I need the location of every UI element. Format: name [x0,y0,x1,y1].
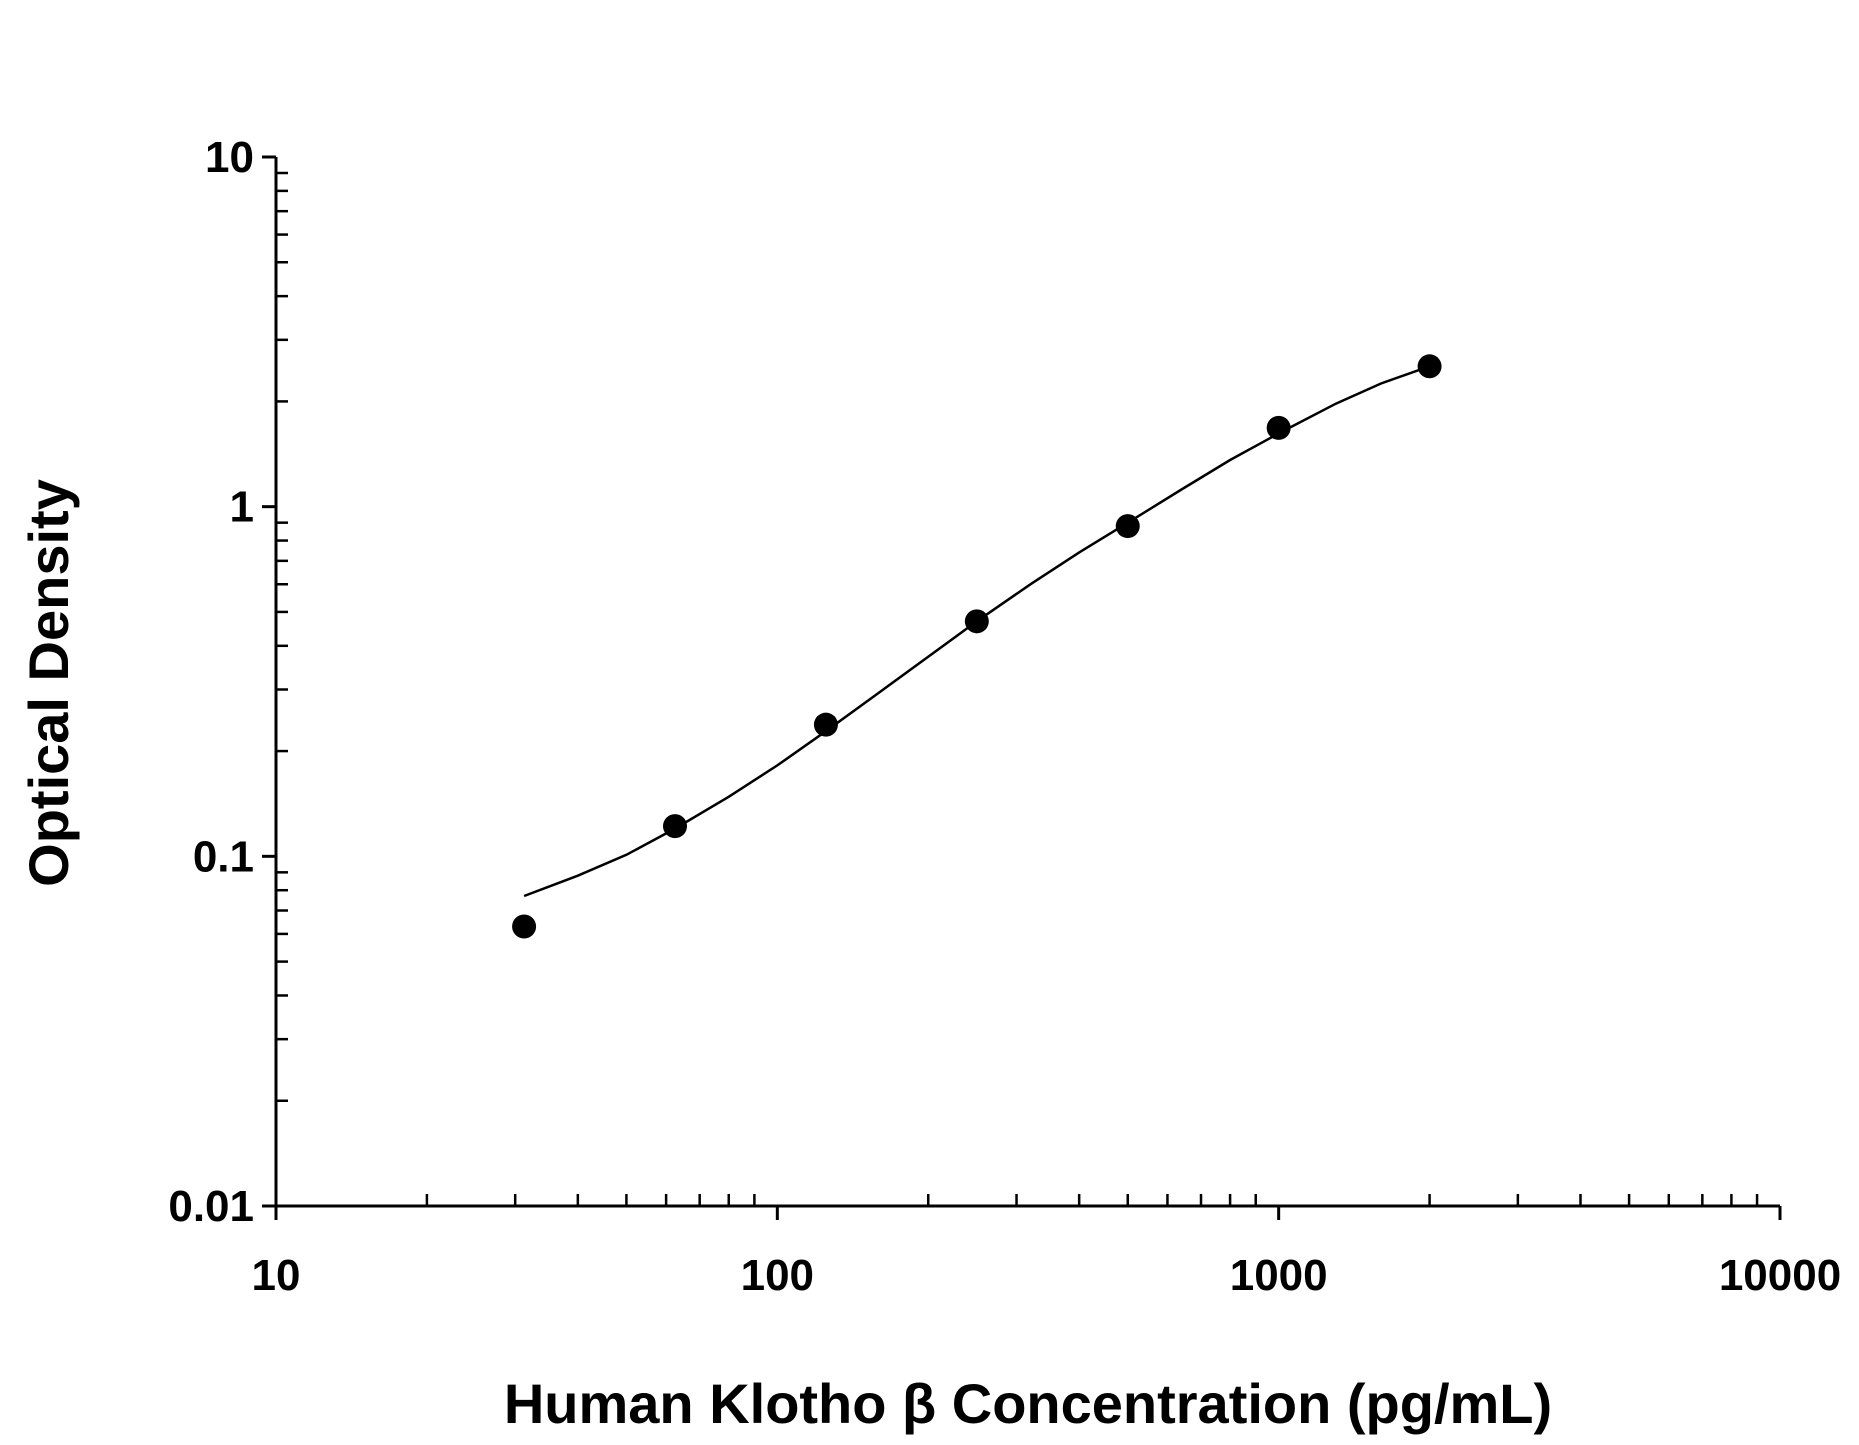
data-point [813,712,838,737]
data-points [512,354,1442,939]
y-tick-label: 0.1 [193,832,254,881]
data-point [663,814,688,839]
x-tick-label: 100 [741,1251,814,1300]
x-axis-title: Human Klotho β Concentration (pg/mL) [504,1372,1552,1435]
data-point [512,914,537,939]
data-point [964,609,989,634]
x-tick-label: 10 [252,1251,301,1300]
y-axis-title: Optical Density [17,479,80,887]
y-tick-label: 10 [205,133,254,182]
y-tick-label: 1 [230,483,254,532]
data-point [1115,514,1140,539]
y-tick-label: 0.01 [168,1182,254,1231]
axes [262,155,1782,1220]
data-point [1266,415,1291,440]
x-tick-label: 1000 [1230,1251,1328,1300]
tick-labels: 0.01 0.1 1 10 10 100 1000 10000 [168,133,1841,1300]
data-point [1417,354,1442,379]
x-tick-label: 10000 [1719,1251,1841,1300]
